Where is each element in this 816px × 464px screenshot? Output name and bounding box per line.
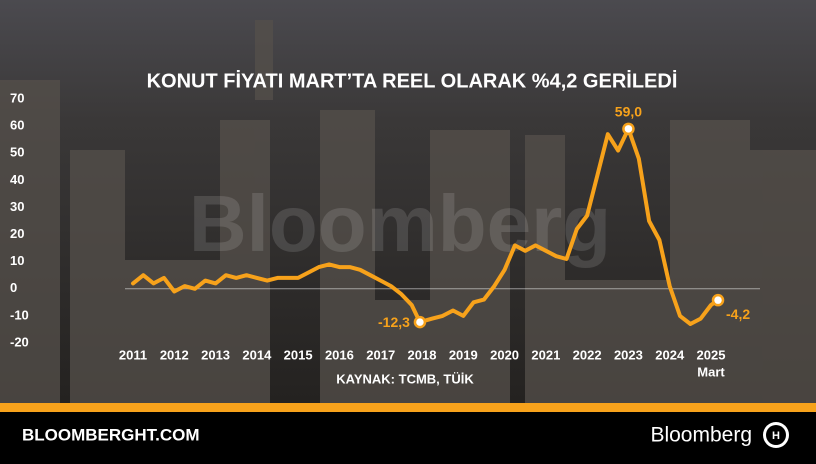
- x-tick-label: 2019: [449, 347, 478, 362]
- logo-inner: [766, 425, 786, 445]
- highlight-point: [622, 122, 635, 136]
- y-tick-label: -20: [10, 334, 29, 349]
- chart-title: KONUT FİYATI MART’TA REEL OLARAK %4,2 GE…: [147, 69, 678, 92]
- y-tick-label: 70: [10, 90, 24, 105]
- x-tick-label: 2015: [284, 347, 313, 362]
- y-tick-label: 20: [10, 226, 24, 241]
- y-tick-label: 30: [10, 199, 24, 214]
- x-tick-label: 2020: [490, 347, 519, 362]
- y-tick-label: 0: [10, 280, 17, 295]
- x-tick-label: 2021: [531, 347, 560, 362]
- point-label: -12,3: [378, 314, 410, 330]
- footer-brand: Bloomberg: [650, 424, 752, 447]
- y-tick-label: 60: [10, 118, 24, 133]
- point-label: -4,2: [726, 306, 750, 322]
- point-label: 59,0: [615, 104, 642, 120]
- x-tick-label: 2014: [242, 347, 272, 362]
- x-tick-label: 2025: [697, 347, 726, 362]
- x-tick-label: 2012: [160, 347, 189, 362]
- highlight-point: [413, 315, 427, 329]
- footer-site: BLOOMBERGHT.COM: [22, 425, 200, 444]
- x-tick-label: 2016: [325, 347, 354, 362]
- source: KAYNAK: TCMB, TÜİK: [336, 371, 474, 386]
- y-tick-label: 40: [10, 172, 24, 187]
- y-tick-label: -10: [10, 307, 29, 322]
- y-tick-label: 50: [10, 145, 24, 160]
- footer: [0, 412, 816, 459]
- city-backdrop: [0, 20, 816, 403]
- y-tick-label: 10: [10, 253, 24, 268]
- x-tick-label: 2013: [201, 347, 230, 362]
- x-note: Mart: [697, 364, 725, 379]
- data-line: [131, 126, 720, 326]
- x-tick-label: 2022: [573, 347, 602, 362]
- x-tick-label: 2017: [366, 347, 395, 362]
- x-tick-label: 2011: [119, 347, 147, 362]
- accent-band: [0, 403, 816, 412]
- logo-mark: H: [772, 430, 780, 442]
- highlight-point: [711, 293, 725, 307]
- x-tick-label: 2023: [614, 347, 643, 362]
- x-tick-label: 2018: [408, 347, 437, 362]
- x-tick-label: 2024: [655, 347, 685, 362]
- watermark: Bloomberg: [189, 179, 611, 268]
